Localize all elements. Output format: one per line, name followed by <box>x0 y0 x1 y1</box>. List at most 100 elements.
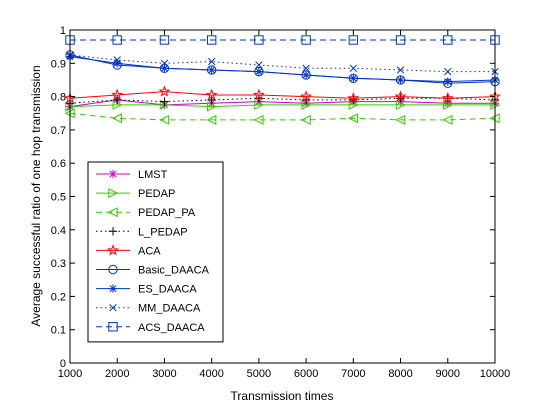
legend: LMST PEDAP PEDAP_PA L_PEDAP ACA Basic_DAACA ES… <box>87 161 224 343</box>
data-point-aca <box>441 91 454 104</box>
legend-entry-pedap: PEDAP <box>96 188 175 200</box>
y-tick-label: 0.9 <box>51 58 66 70</box>
legend-entry-pedap-pa: PEDAP_PA <box>96 207 196 219</box>
y-tick-label: 0 <box>60 358 66 370</box>
legend-marker <box>108 322 118 332</box>
legend-label: Basic_DAACA <box>138 265 210 277</box>
data-point-acs-daaca <box>254 35 264 45</box>
data-point-es-daaca <box>396 75 405 85</box>
data-point-pedap-pa <box>111 113 122 124</box>
series-line-lmst <box>69 99 495 108</box>
data-point-acs-daaca <box>206 35 217 45</box>
y-tick-label: 1 <box>60 25 66 37</box>
data-point-mm-daaca <box>349 64 358 73</box>
y-tick-label: 0.3 <box>51 258 66 270</box>
axis-ticks: 1000 2000 3000 4000 5000 6000 7000 8000 9000 1000… <box>51 25 511 380</box>
data-point-pedap-pa <box>300 114 311 125</box>
data-point-mm-daaca <box>302 64 310 73</box>
data-point-pedap <box>254 99 265 110</box>
y-tick-label: 0.6 <box>51 158 66 170</box>
y-tick-label: 0.7 <box>51 125 66 137</box>
legend-entry-aca: ACA <box>96 244 161 257</box>
data-point-es-daaca <box>301 70 311 80</box>
data-point-acs-daaca <box>395 35 406 45</box>
data-point-pedap-pa <box>206 114 217 125</box>
data-point-pedap <box>395 99 406 110</box>
legend-marker <box>109 303 117 312</box>
legend-label: LMST <box>138 169 168 181</box>
series-es-daaca <box>65 52 500 86</box>
x-tick-label: 7000 <box>341 368 365 380</box>
series-line-es-daaca <box>69 56 496 83</box>
series-line-pedap-pa <box>69 112 496 121</box>
legend-entry-basic-daaca: Basic_DAACA <box>96 265 210 277</box>
data-point-pedap-pa <box>253 114 264 125</box>
data-point-pedap <box>443 99 454 110</box>
data-point-pedap-pa <box>348 113 359 124</box>
series-acs-daaca <box>65 35 500 45</box>
y-tick-label: 0.8 <box>51 92 66 104</box>
x-axis-label: Transmission times <box>231 389 334 403</box>
data-point-pedap-pa <box>159 114 170 125</box>
legend-label: ACS_DAACA <box>138 322 205 334</box>
x-tick-label: 4000 <box>199 368 223 380</box>
data-point-mm-daaca <box>113 56 121 64</box>
data-point-aca <box>394 90 407 102</box>
data-point-acs-daaca <box>112 35 122 45</box>
data-point-mm-daaca <box>396 66 405 74</box>
legend-marker <box>107 207 118 218</box>
x-tick-label: 3000 <box>152 368 176 380</box>
data-point-pedap-pa <box>395 114 406 125</box>
data-point-es-daaca <box>207 65 216 75</box>
legend-label: PEDAP_PA <box>138 207 196 219</box>
legend-marker <box>108 264 118 275</box>
legend-label: L_PEDAP <box>138 226 188 238</box>
legend-entry-lmst: LMST <box>96 169 168 181</box>
plot-content <box>64 35 501 125</box>
legend-label: MM_DAACA <box>138 303 201 315</box>
y-axis-label: Average successful ratio of one hop tran… <box>29 65 43 326</box>
data-point-mm-daaca <box>255 61 263 69</box>
data-point-mm-daaca <box>207 57 216 66</box>
data-point-acs-daaca <box>159 35 170 45</box>
data-point-es-daaca <box>160 64 169 73</box>
x-tick-label: 6000 <box>294 368 318 380</box>
x-tick-label: 2000 <box>105 368 129 380</box>
data-point-pedap <box>206 101 217 112</box>
legend-marker <box>108 284 118 293</box>
data-point-acs-daaca <box>443 35 453 45</box>
legend-label: PEDAP <box>138 188 175 200</box>
series-line-pedap <box>69 104 495 108</box>
series-line-l-pedap <box>69 97 496 104</box>
x-tick-label: 9000 <box>436 368 460 380</box>
data-point-es-daaca <box>443 77 452 86</box>
data-point-es-daaca <box>254 67 264 76</box>
y-tick-label: 0.2 <box>51 291 66 303</box>
x-tick-label: 5000 <box>247 368 271 380</box>
data-point-acs-daaca <box>301 35 311 45</box>
data-point-es-daaca <box>113 59 122 68</box>
data-point-mm-daaca <box>444 67 452 76</box>
legend-label: ACA <box>138 245 161 257</box>
data-point-mm-daaca <box>160 59 169 68</box>
data-point-acs-daaca <box>348 35 359 45</box>
legend-marker <box>108 188 119 199</box>
legend-marker <box>108 227 118 236</box>
x-tick-label: 8000 <box>388 368 412 380</box>
legend-marker <box>108 169 118 179</box>
legend-entry-mm-daaca: MM_DAACA <box>96 303 201 315</box>
series-line-aca <box>69 91 496 99</box>
data-point-es-daaca <box>349 74 358 83</box>
legend-entry-acs-daaca: ACS_DAACA <box>96 322 205 334</box>
data-point-aca <box>300 90 313 102</box>
legend-label: ES_DAACA <box>138 284 197 296</box>
legend-entry-l-pedap: L_PEDAP <box>96 226 188 238</box>
data-point-aca <box>158 85 171 97</box>
data-point-aca <box>347 91 360 104</box>
legend-marker <box>107 244 119 256</box>
data-point-l-pedap <box>160 97 169 106</box>
x-tick-label: 10000 <box>480 368 511 380</box>
data-point-aca <box>205 88 218 101</box>
x-tick-label: 1000 <box>58 368 82 380</box>
